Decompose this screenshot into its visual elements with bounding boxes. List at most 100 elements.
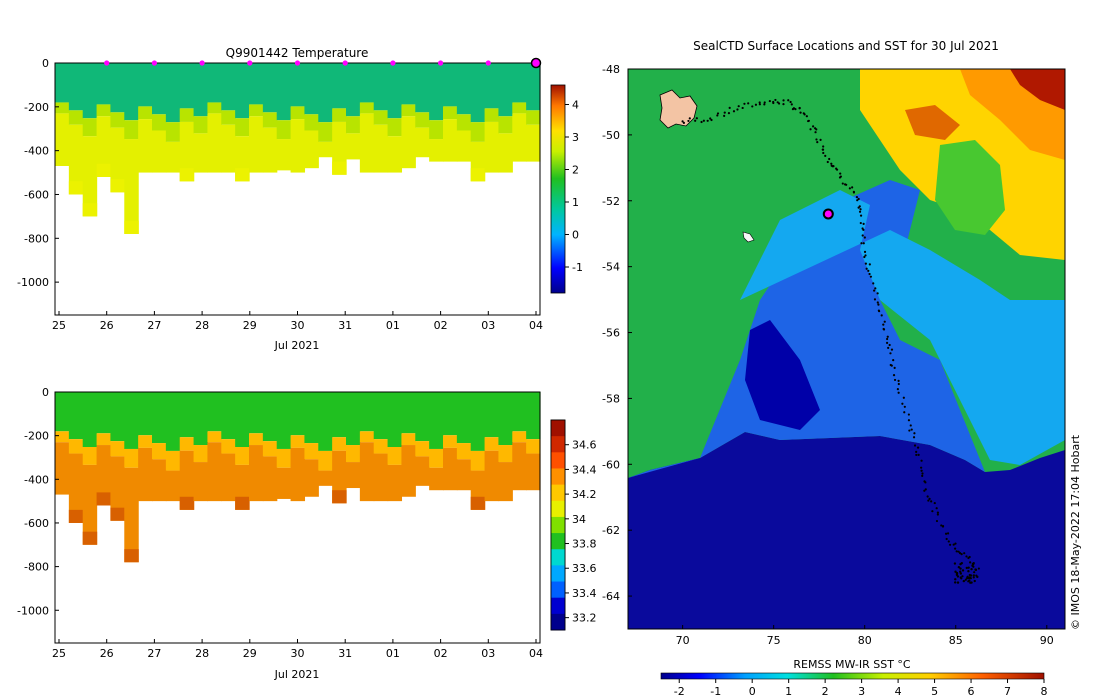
date-tick-label: 03	[481, 319, 495, 332]
latitude-tick-label: -58	[602, 392, 620, 405]
profile-transition-layer	[359, 431, 375, 443]
islands	[659, 89, 755, 243]
salinity-colorbar-fill	[550, 419, 566, 631]
track-point	[930, 500, 933, 503]
profile-surface-layer	[152, 63, 167, 115]
track-point	[907, 419, 911, 422]
track-point	[736, 108, 739, 111]
profile-surface-layer	[249, 63, 264, 105]
track-point	[913, 444, 917, 447]
profile-bottom-layer	[332, 161, 347, 175]
track-point	[824, 154, 827, 157]
profile-surface-layer	[456, 392, 472, 444]
track-point	[931, 510, 934, 513]
track-point	[688, 117, 691, 120]
track-point	[920, 469, 923, 472]
profile-transition-layer	[456, 114, 472, 131]
profile-deep-layer	[359, 113, 375, 173]
track-point	[928, 497, 931, 500]
date-tick-label: 27	[147, 647, 161, 660]
track-point	[794, 108, 797, 111]
latitude-tick-label: -56	[602, 327, 620, 340]
profile-surface-layer	[304, 63, 319, 115]
profile-transition-layer	[470, 122, 486, 142]
track-point	[700, 120, 703, 124]
profile-transition-layer	[55, 431, 70, 443]
latitude-tick-label: -62	[602, 524, 620, 537]
track-point	[933, 501, 936, 505]
track-point	[972, 574, 975, 577]
profile-transition-layer	[290, 435, 306, 448]
track-point	[864, 262, 867, 265]
track-point	[874, 287, 877, 290]
profile-transition-layer	[110, 112, 125, 128]
profile-marker	[151, 60, 157, 66]
profile-transition-layer	[512, 102, 527, 114]
track-point	[956, 581, 960, 584]
track-point	[965, 566, 968, 570]
track-point	[945, 537, 948, 541]
map-colorbar-label: REMSS MW-IR SST °C	[793, 658, 911, 671]
profile-bottom-layer	[124, 549, 139, 563]
track-point	[910, 428, 913, 431]
track-point	[857, 197, 860, 201]
track-point	[868, 272, 871, 276]
profile-surface-layer	[290, 63, 306, 107]
track-point	[787, 99, 790, 102]
profile-bottom-layer	[110, 179, 125, 193]
profile-transition-layer	[124, 120, 139, 140]
profile-deep-layer	[346, 462, 361, 489]
profile-deep-layer	[68, 124, 84, 195]
salinity-profiles	[55, 392, 541, 563]
colorbar-tick-label: 3	[572, 131, 579, 144]
colorbar-segment	[551, 516, 565, 534]
profile-transition-layer	[193, 445, 209, 463]
profile-surface-layer	[124, 392, 139, 449]
profile-transition-layer	[332, 437, 347, 451]
track-point	[963, 552, 966, 555]
track-point	[924, 488, 927, 491]
track-point	[901, 402, 904, 405]
track-point	[790, 103, 793, 106]
profile-transition-layer	[138, 435, 153, 448]
profile-transition-layer	[290, 106, 306, 120]
colorbar-segment	[551, 484, 565, 502]
profile-surface-layer	[332, 63, 347, 109]
current-location-marker	[824, 210, 832, 218]
salinity-panel: 0 -200 -400 -600 -800 -1000 25 26 27 28 29 30 31 01 0…	[17, 386, 596, 681]
date-tick-label: 04	[529, 319, 543, 332]
profile-surface-layer	[318, 392, 333, 451]
profile-deep-layer	[387, 464, 403, 502]
track-point	[923, 489, 926, 492]
profile-deep-layer	[332, 121, 347, 175]
latitude-tick-label: -50	[602, 129, 620, 142]
depth-tick-label: -800	[24, 232, 49, 245]
profile-deep-layer	[110, 456, 125, 521]
colorbar-tick-label: 4	[895, 685, 902, 698]
profile-deep-layer	[429, 139, 444, 162]
track-point	[882, 323, 885, 326]
latitude-tick-label: -54	[602, 261, 620, 274]
profile-deep-layer	[165, 141, 181, 173]
profile-deep-layer	[318, 470, 333, 486]
date-tick-label: 26	[100, 647, 114, 660]
track-point	[961, 569, 965, 572]
depth-tick-label: -1000	[17, 604, 49, 617]
profile-transition-layer	[512, 431, 527, 443]
track-point	[710, 118, 713, 122]
track-point	[921, 472, 924, 475]
profile-transition-layer	[221, 439, 236, 454]
track-point	[948, 543, 952, 546]
profile-deep-layer	[456, 130, 472, 162]
profile-deep-layer	[152, 459, 167, 502]
track-point	[867, 269, 870, 272]
profile-deep-layer	[96, 116, 112, 177]
track-point	[805, 115, 808, 118]
profile-transition-layer	[498, 116, 513, 134]
profile-surface-layer	[221, 63, 236, 111]
track-point	[902, 396, 905, 399]
profile-transition-layer	[96, 104, 112, 117]
colorbar-tick-label: -1	[710, 685, 721, 698]
colorbar-outline	[550, 419, 566, 631]
date-tick-label: 28	[195, 647, 209, 660]
